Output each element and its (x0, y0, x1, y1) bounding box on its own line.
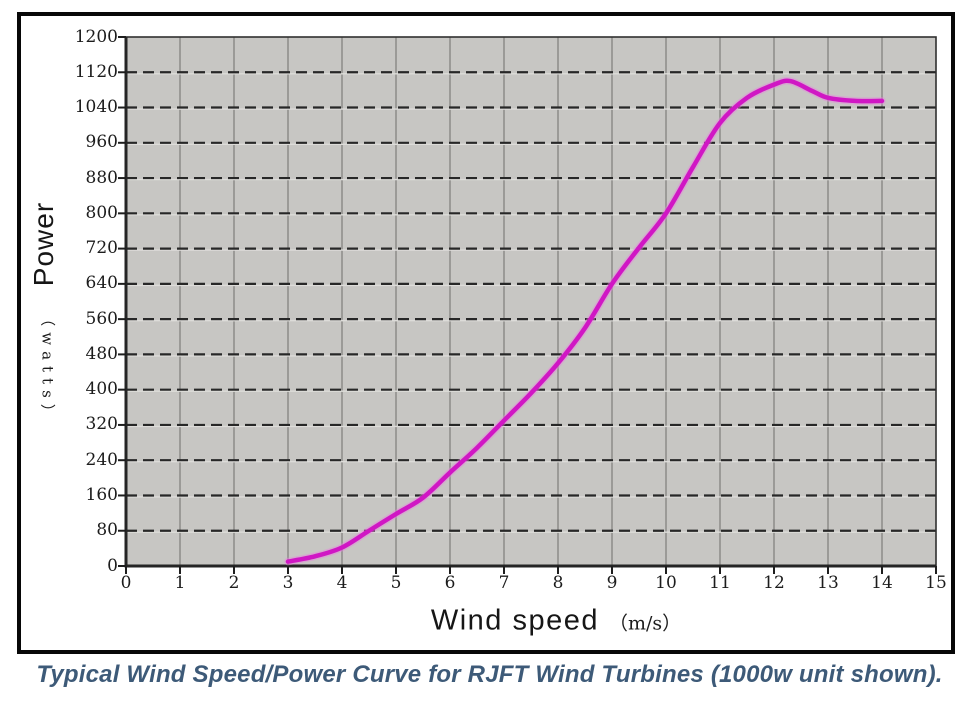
x-tick-label: 11 (709, 573, 731, 593)
x-tick-label: 3 (282, 573, 294, 593)
x-tick-label: 15 (925, 573, 947, 593)
x-tick-label: 10 (655, 573, 677, 593)
x-tick-label: 6 (444, 573, 456, 593)
y-tick-label: 1040 (74, 97, 118, 118)
power-curve-line (285, 78, 885, 564)
y-tick-label: 720 (85, 238, 118, 259)
y-tick-label: 960 (85, 132, 118, 153)
y-tick-label: 240 (85, 449, 118, 470)
plot-area (126, 37, 936, 566)
y-tick-label: 160 (85, 484, 118, 505)
y-tick-label: 80 (96, 520, 118, 541)
x-tick-label: 0 (120, 573, 132, 593)
x-tick-label: 12 (763, 573, 785, 593)
x-tick-label: 14 (871, 573, 893, 593)
x-tick-label: 4 (336, 573, 348, 593)
y-tick-label: 400 (85, 379, 118, 400)
y-tick-label: 800 (85, 202, 118, 223)
x-tick-label: 8 (552, 573, 564, 593)
y-tick-label: 880 (85, 167, 118, 188)
x-tick-label: 9 (606, 573, 618, 593)
y-tick-label: 0 (107, 555, 118, 576)
x-tick-label: 13 (817, 573, 839, 593)
x-tick-label: 7 (498, 573, 510, 593)
y-tick-label: 1120 (74, 61, 118, 82)
x-axis-title: Wind speed （m/s） (431, 605, 681, 638)
x-tick-label: 2 (228, 573, 240, 593)
y-tick-label: 320 (85, 414, 118, 435)
x-tick-label: 1 (174, 573, 186, 593)
y-tick-label: 640 (85, 273, 118, 294)
y-tick-label: 1200 (74, 26, 118, 47)
x-tick-label: 5 (390, 573, 402, 593)
y-tick-label: 480 (85, 343, 118, 364)
x-axis-title-text: Wind speed (430, 604, 599, 637)
x-axis-unit: （m/s） (608, 612, 682, 635)
y-tick-label: 560 (85, 308, 118, 329)
figure-caption: Typical Wind Speed/Power Curve for RJFT … (36, 661, 943, 688)
